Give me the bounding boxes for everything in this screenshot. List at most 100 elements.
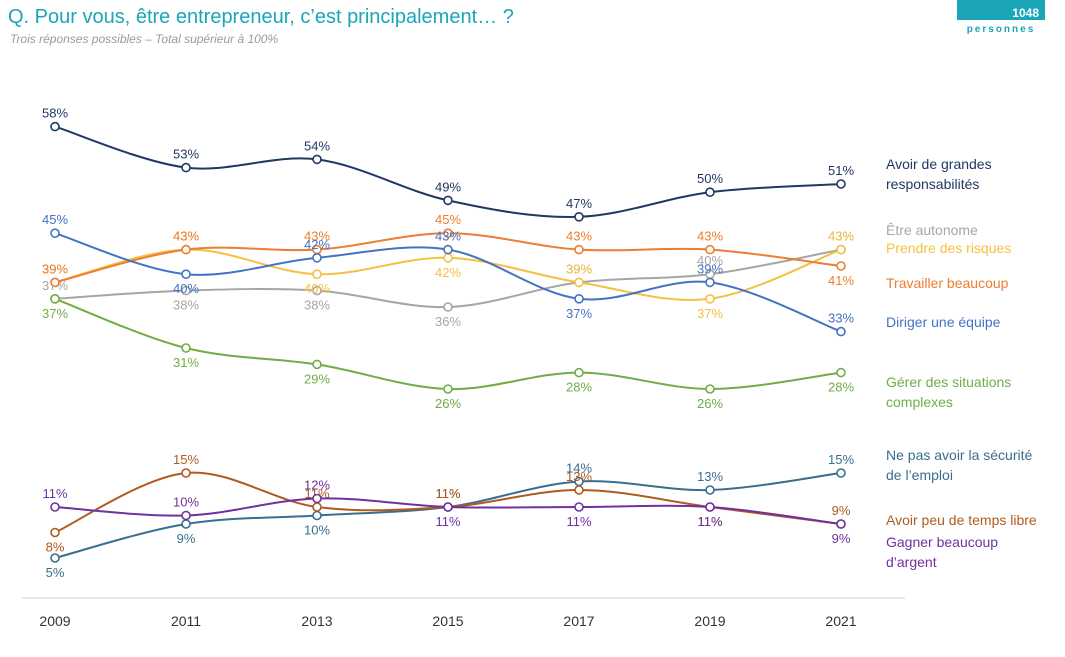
- data-label-temps: 11%: [435, 486, 460, 501]
- data-label-gerer: 26%: [697, 396, 723, 411]
- data-point-argent: [312, 493, 322, 504]
- legend-gerer: Gérer des situations complexes: [886, 374, 1012, 410]
- data-point-responsabilites: [50, 121, 60, 132]
- data-label-argent: 11%: [697, 514, 722, 529]
- data-point-gerer: [705, 384, 715, 394]
- data-label-gerer: 31%: [173, 355, 199, 370]
- data-point-securite: [312, 510, 322, 521]
- legend-travailler: Travailler beaucoup: [886, 275, 1009, 291]
- data-label-travailler: 39%: [42, 261, 68, 276]
- data-point-gerer: [574, 367, 584, 378]
- data-label-temps: 13%: [566, 469, 592, 484]
- data-point-diriger: [312, 252, 322, 263]
- chart-subtitle: Trois réponses possibles – Total supérie…: [10, 32, 279, 46]
- legend-responsabilites: Avoir de grandes responsabilités: [886, 156, 992, 192]
- data-point-diriger: [836, 326, 846, 337]
- data-label-risques: 43%: [173, 229, 199, 244]
- data-label-diriger: 42%: [304, 237, 330, 252]
- data-label-autonome: 36%: [435, 314, 461, 329]
- data-point-securite: [181, 519, 191, 529]
- respondents-badge-box: 1048: [957, 0, 1045, 20]
- data-label-travailler: 45%: [435, 212, 461, 227]
- legend-diriger: Diriger une équipe: [886, 314, 1001, 330]
- data-point-gerer: [836, 367, 846, 378]
- data-label-risques: 43%: [828, 229, 854, 244]
- data-label-autonome: 43%: [828, 229, 854, 244]
- data-point-temps: [312, 502, 322, 512]
- data-point-responsabilites: [312, 154, 322, 165]
- data-point-autonome: [443, 302, 453, 312]
- data-point-argent: [574, 502, 584, 512]
- data-point-argent: [50, 502, 60, 512]
- data-label-gerer: 26%: [435, 396, 461, 411]
- data-point-argent: [181, 510, 191, 521]
- data-label-travailler: 43%: [173, 229, 199, 244]
- data-label-risques: 39%: [566, 261, 592, 276]
- data-point-risques: [312, 269, 322, 280]
- data-label-temps: 11%: [304, 486, 329, 501]
- data-label-diriger: 45%: [42, 212, 68, 227]
- data-point-travailler: [705, 244, 715, 255]
- data-label-argent: 11%: [566, 514, 591, 529]
- data-label-diriger: 33%: [828, 311, 854, 326]
- data-point-travailler: [50, 277, 60, 288]
- data-point-argent: [836, 519, 846, 529]
- data-label-risques: 37%: [697, 306, 723, 321]
- data-point-temps: [574, 485, 584, 495]
- x-tick-label: 2013: [301, 613, 332, 629]
- x-tick-label: 2019: [694, 613, 725, 629]
- data-point-diriger: [181, 269, 191, 280]
- data-label-diriger: 39%: [697, 261, 723, 276]
- data-point-securite: [705, 485, 715, 495]
- data-point-responsabilites: [574, 212, 584, 222]
- data-label-diriger: 43%: [435, 229, 461, 244]
- data-point-securite: [50, 553, 60, 563]
- legend-argent: Gagner beaucoup d’argent: [886, 534, 999, 570]
- data-label-travailler: 43%: [697, 229, 723, 244]
- x-tick-label: 2021: [825, 613, 856, 629]
- legend-temps: Avoir peu de temps libre: [886, 512, 1037, 528]
- data-label-risques: 42%: [435, 265, 461, 280]
- data-point-risques: [443, 252, 453, 263]
- data-point-argent: [443, 502, 453, 512]
- data-label-diriger: 37%: [566, 306, 592, 321]
- data-label-securite: 9%: [177, 531, 196, 546]
- data-label-argent: 9%: [832, 531, 851, 546]
- data-point-responsabilites: [836, 179, 846, 189]
- data-label-securite: 14%: [566, 461, 592, 476]
- data-point-temps: [50, 527, 60, 538]
- data-label-argent: 11%: [435, 514, 460, 529]
- data-label-diriger: 40%: [173, 281, 199, 296]
- legend-risques: Prendre des risques: [886, 240, 1012, 256]
- data-label-temps: 15%: [173, 452, 199, 467]
- data-point-travailler: [181, 244, 191, 255]
- data-point-gerer: [443, 384, 453, 394]
- data-point-diriger: [705, 277, 715, 288]
- chart-title: Q. Pour vous, être entrepreneur, c’est p…: [8, 6, 514, 28]
- data-label-argent: 10%: [173, 495, 199, 510]
- data-point-diriger: [443, 244, 453, 255]
- data-point-risques: [705, 293, 715, 304]
- data-label-securite: 10%: [304, 523, 330, 538]
- data-point-travailler: [574, 244, 584, 255]
- data-point-argent: [705, 502, 715, 512]
- legend-securite: Ne pas avoir la sécurité de l’emploi: [886, 447, 1033, 483]
- data-label-responsabilites: 53%: [173, 147, 199, 162]
- data-point-gerer: [181, 343, 191, 353]
- data-label-autonome: 38%: [304, 298, 330, 313]
- data-point-autonome: [181, 285, 191, 296]
- data-point-risques: [836, 244, 846, 255]
- data-label-gerer: 29%: [304, 371, 330, 386]
- respondents-label: personnes: [966, 24, 1036, 35]
- data-label-responsabilites: 47%: [566, 196, 592, 211]
- data-point-travailler: [443, 228, 453, 238]
- data-label-temps: 11%: [697, 514, 722, 529]
- data-label-gerer: 28%: [828, 380, 854, 395]
- data-label-risques: 40%: [304, 281, 330, 296]
- data-label-travailler: 41%: [828, 273, 854, 288]
- data-label-responsabilites: 51%: [828, 163, 854, 178]
- data-label-travailler: 43%: [304, 229, 330, 244]
- data-point-gerer: [312, 359, 322, 370]
- data-label-risques: 39%: [42, 261, 68, 276]
